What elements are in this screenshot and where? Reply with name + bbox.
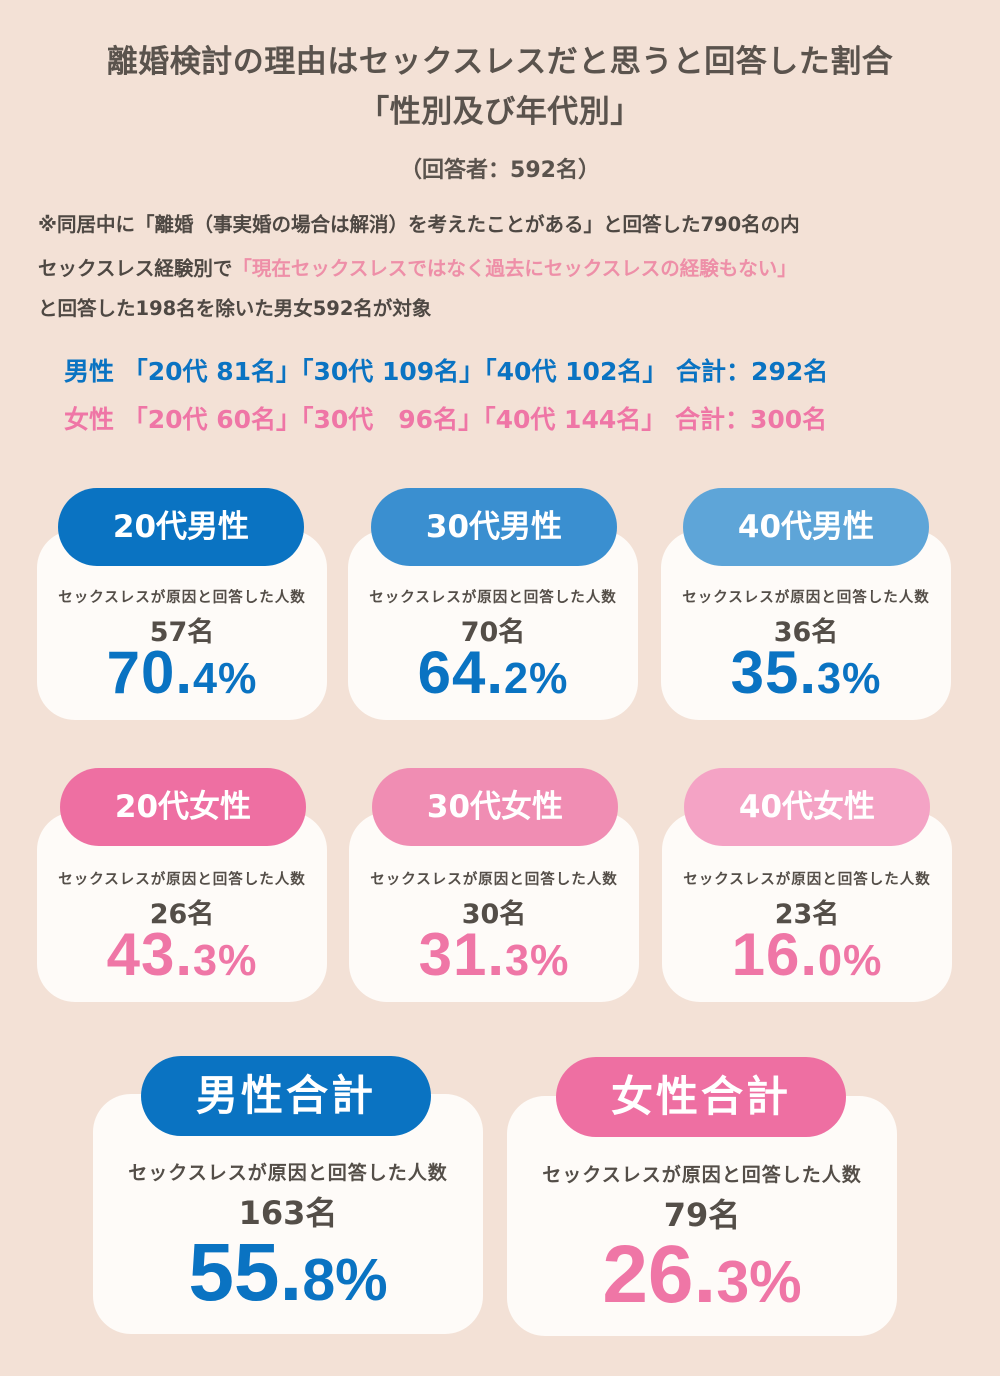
respondent-count: （回答者：592名） (400, 158, 600, 183)
badge-male-30s: 30代男性 (371, 488, 617, 566)
badge-male-total: 男性合計 (141, 1056, 431, 1136)
note-line-2: セックスレス経験別で「現在セックスレスではなく過去にセックスレスの経験もない」 (38, 252, 968, 281)
card-caption: セックスレスが原因と回答した人数 (128, 1162, 448, 1184)
card-percent: 31.3% (418, 921, 570, 988)
card-percent: 55.8% (188, 1227, 388, 1318)
badge-female-20s: 20代女性 (60, 768, 306, 846)
card-percent: 43.3% (106, 921, 258, 988)
card-count: 23名 (774, 899, 840, 930)
badge-male-20s: 20代男性 (58, 488, 304, 566)
note-line-2-prefix: セックスレス経験別で (38, 257, 233, 280)
card-caption: セックスレスが原因と回答した人数 (542, 1164, 862, 1186)
card-count: 26名 (149, 899, 215, 930)
card-caption: セックスレスが原因と回答した人数 (369, 590, 617, 606)
card-percent: 64.2% (417, 639, 569, 706)
badge-female-40s: 40代女性 (684, 768, 930, 846)
badge-female-total: 女性合計 (556, 1057, 846, 1137)
badge-female-30s: 30代女性 (372, 768, 618, 846)
card-caption: セックスレスが原因と回答した人数 (683, 872, 931, 888)
card-percent: 26.3% (602, 1229, 802, 1320)
card-percent: 70.4% (106, 639, 258, 706)
note-line-3: と回答した198名を除いた男女592名が対象 (38, 297, 432, 320)
card-count: 57名 (149, 617, 215, 648)
note-highlight: 「現在セックスレスではなく過去にセックスレスの経験もない」 (232, 257, 797, 280)
card-caption: セックスレスが原因と回答した人数 (58, 590, 306, 606)
note-line-1: ※同居中に「離婚（事実婚の場合は解消）を考えたことがある」と回答した790名の内 (38, 213, 800, 236)
card-count: 36名 (773, 617, 839, 648)
card-count: 70名 (460, 617, 526, 648)
badge-male-40s: 40代男性 (683, 488, 929, 566)
card-caption: セックスレスが原因と回答した人数 (682, 590, 930, 606)
card-count: 79名 (663, 1196, 741, 1234)
card-percent: 16.0% (731, 921, 883, 988)
card-caption: セックスレスが原因と回答した人数 (58, 872, 306, 888)
card-count: 30名 (461, 899, 527, 930)
chart-subtitle: 「性別及び年代別」 (358, 94, 642, 130)
female-breakdown: 女性 「20代 60名」「30代 96名」「40代 144名」 合計：300名 (64, 405, 828, 434)
card-count: 163名 (238, 1194, 338, 1232)
card-percent: 35.3% (730, 639, 882, 706)
male-breakdown: 男性 「20代 81名」「30代 109名」「40代 102名」 合計：292名 (64, 357, 829, 386)
chart-title: 離婚検討の理由はセックスレスだと思うと回答した割合 (106, 44, 894, 80)
card-caption: セックスレスが原因と回答した人数 (370, 872, 618, 888)
